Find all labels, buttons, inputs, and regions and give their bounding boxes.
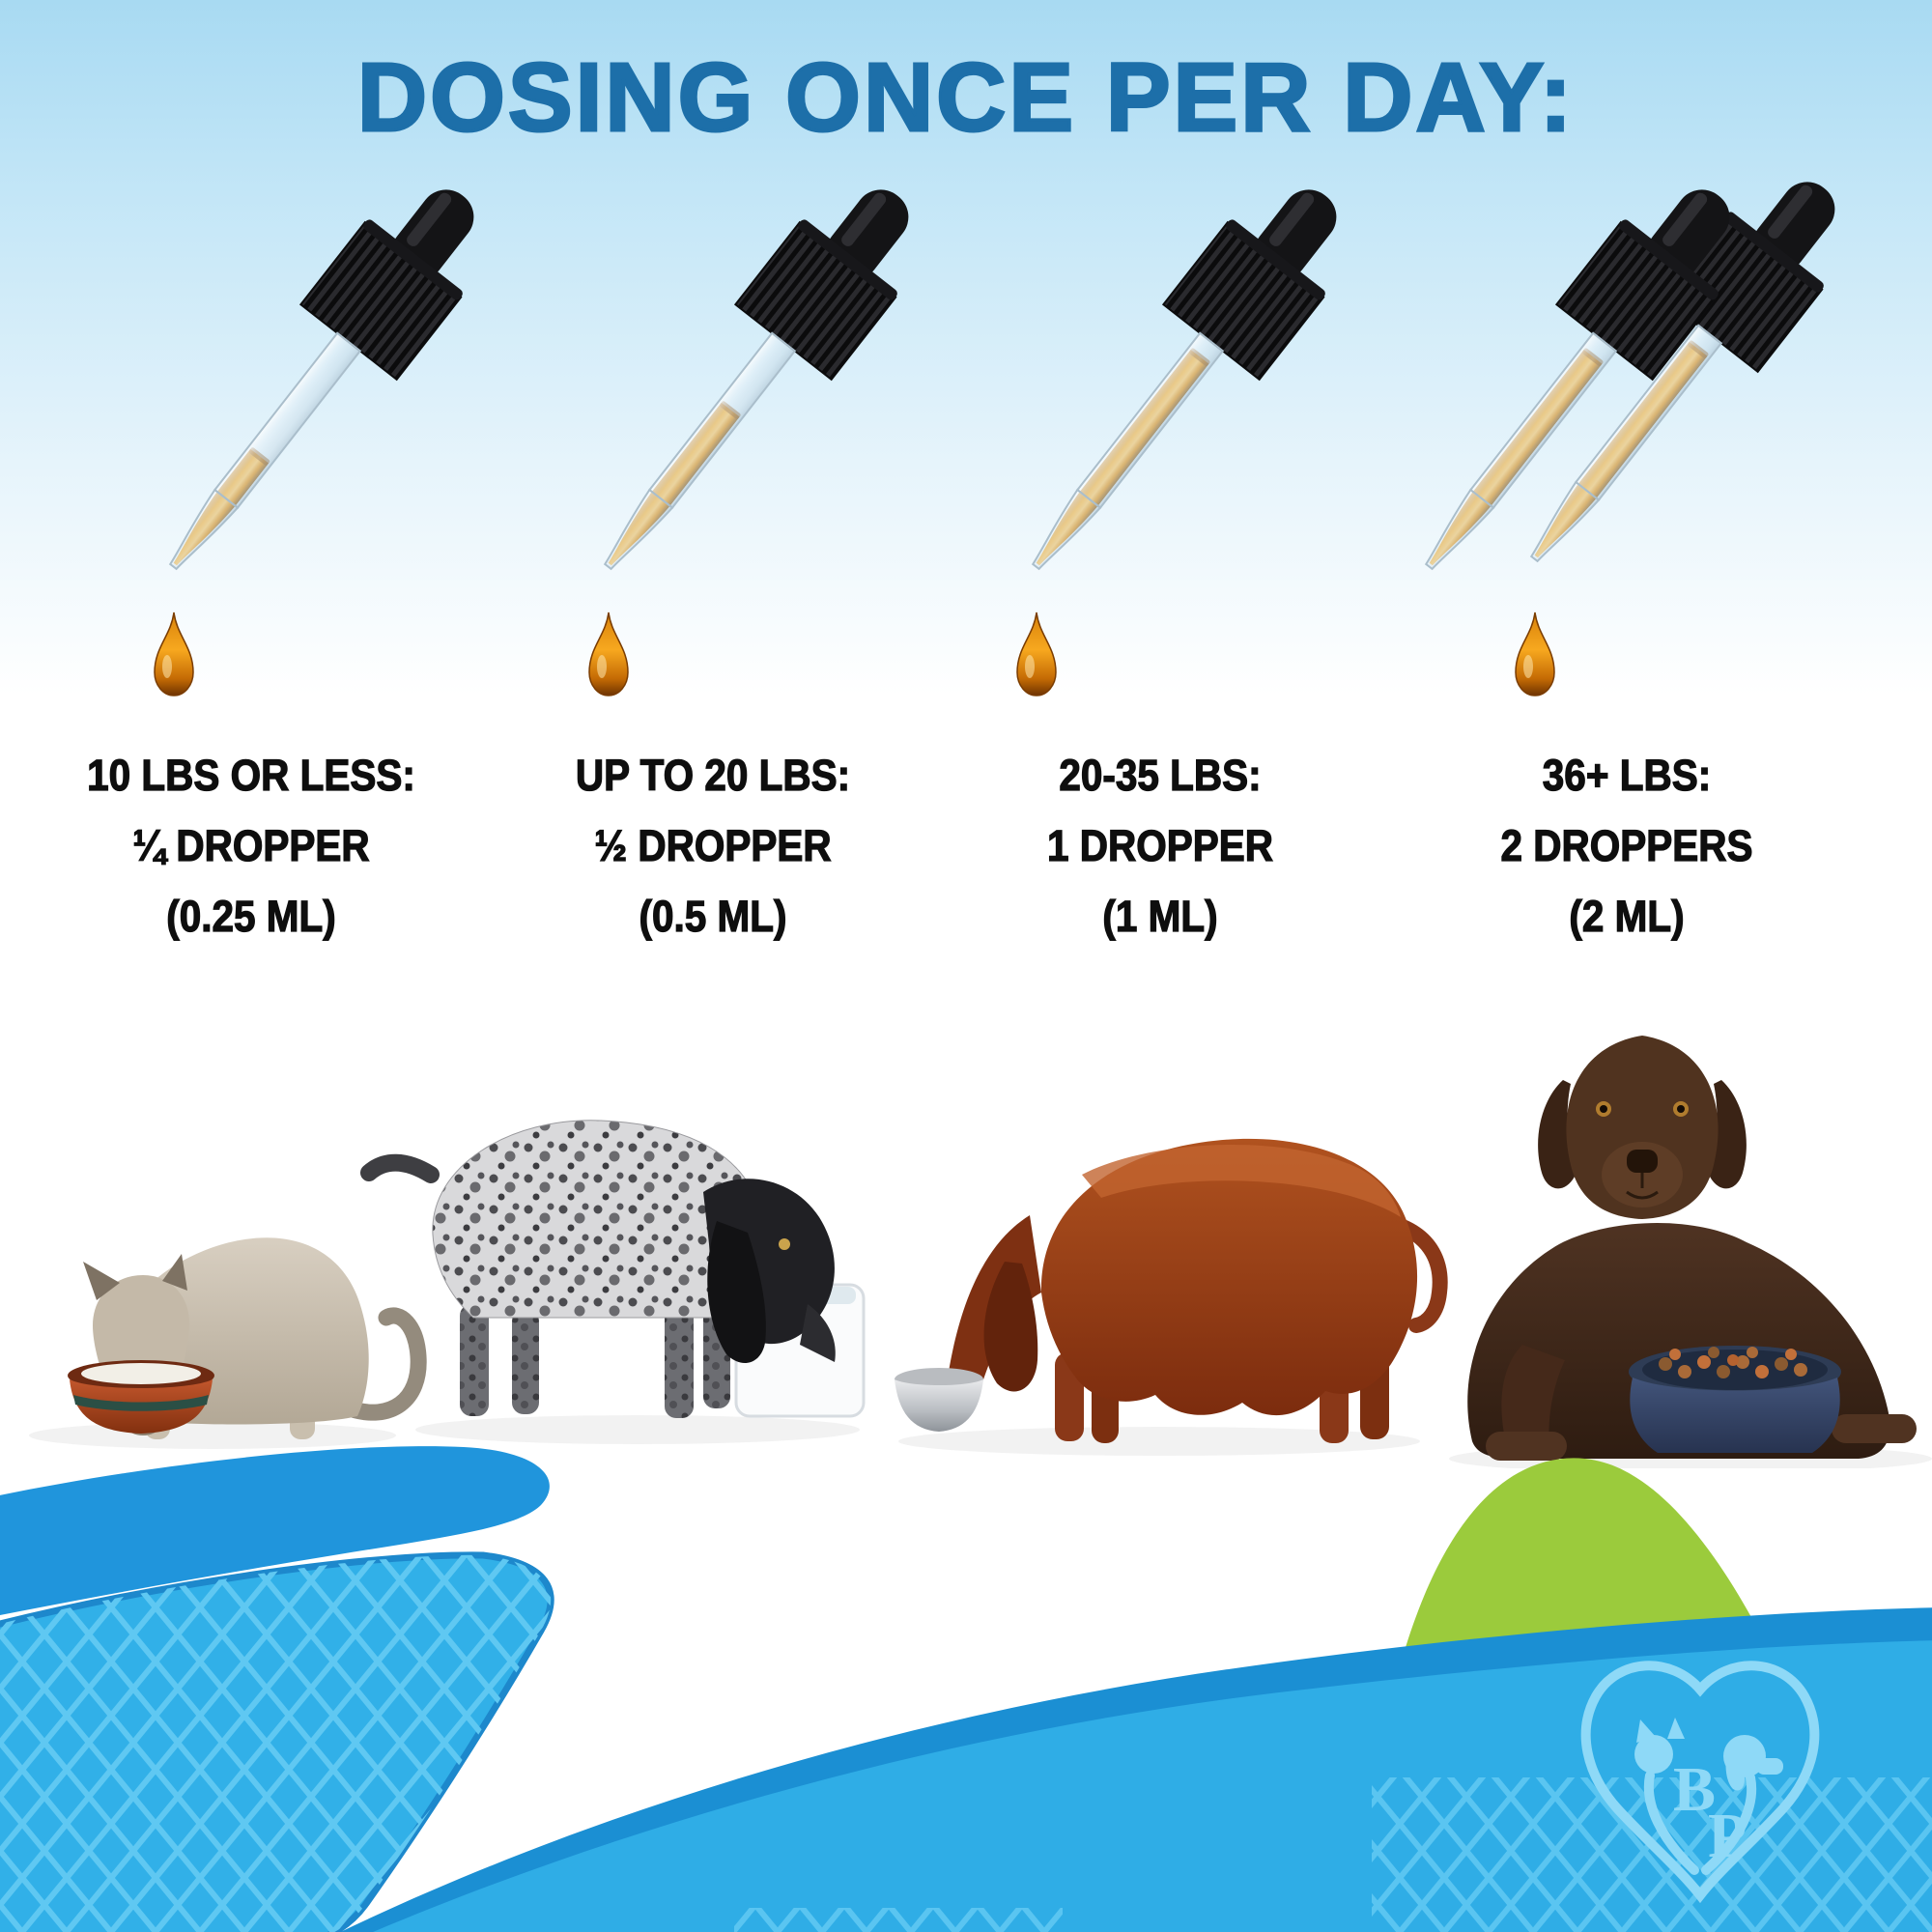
dose-text: UP TO 20 LBS: ½ DROPPER (0.5 ML) [474, 740, 952, 952]
cat-illustration [68, 1237, 427, 1439]
right-wave-shape [340, 1607, 1932, 1932]
dose-column-1: 10 LBS OR LESS: ¼ DROPPER (0.25 ML) [24, 174, 506, 956]
cat-silhouette-icon [1634, 1735, 1673, 1774]
weight-label: 10 LBS OR LESS: [86, 750, 415, 800]
puppy-illustration [360, 1120, 866, 1418]
weight-label: 36+ LBS: [1542, 750, 1712, 800]
left-wave-shape [0, 1446, 554, 1932]
ml-label: (0.25 ML) [166, 891, 337, 941]
oil-drop-icon [588, 611, 629, 696]
dropper-icon [1002, 174, 1369, 606]
brand-logo: B P [1580, 1661, 1820, 1904]
ml-label: (0.5 ML) [639, 891, 787, 941]
ml-label: (1 ML) [1102, 891, 1218, 941]
dose-label: ¼ DROPPER [132, 820, 370, 870]
pets-photo-row [29, 1036, 1932, 1468]
dropper-icon [1395, 174, 1762, 606]
dose-text: 10 LBS OR LESS: ¼ DROPPER (0.25 ML) [13, 740, 491, 952]
ml-label: (2 ML) [1569, 891, 1685, 941]
weight-label: 20-35 LBS: [1059, 750, 1263, 800]
dose-text: 20-35 LBS: 1 DROPPER (1 ML) [922, 740, 1400, 952]
dose-column-2: UP TO 20 LBS: ½ DROPPER (0.5 ML) [486, 174, 941, 956]
oil-drop-icon [1016, 611, 1057, 696]
dose-label: 2 DROPPERS [1500, 820, 1753, 870]
page-title: DOSING ONCE PER DAY: [355, 43, 1576, 154]
setter-illustration [895, 1138, 1448, 1443]
dose-label: 1 DROPPER [1046, 820, 1274, 870]
heart-outline-icon [1580, 1661, 1820, 1904]
dropper-icon [1500, 166, 1867, 598]
dose-column-4: 36+ LBS: 2 DROPPERS (2 ML) [1395, 166, 1867, 956]
weight-label: UP TO 20 LBS: [575, 750, 851, 800]
dose-text: 36+ LBS: 2 DROPPERS (2 ML) [1388, 740, 1866, 952]
labrador-illustration [1467, 1036, 1917, 1461]
kibble [1659, 1347, 1807, 1378]
oil-drop-icon [154, 611, 194, 696]
dropper-icon [574, 174, 941, 606]
logo-letter-b: B [1673, 1754, 1716, 1825]
footer-decor: B P [0, 1446, 1932, 1932]
dropper-icon [139, 174, 506, 606]
dose-column-3: 20-35 LBS: 1 DROPPER (1 ML) [933, 174, 1387, 956]
logo-letter-p: P [1708, 1801, 1747, 1871]
oil-drop-icon [1515, 611, 1555, 696]
dose-label: ½ DROPPER [594, 820, 832, 870]
